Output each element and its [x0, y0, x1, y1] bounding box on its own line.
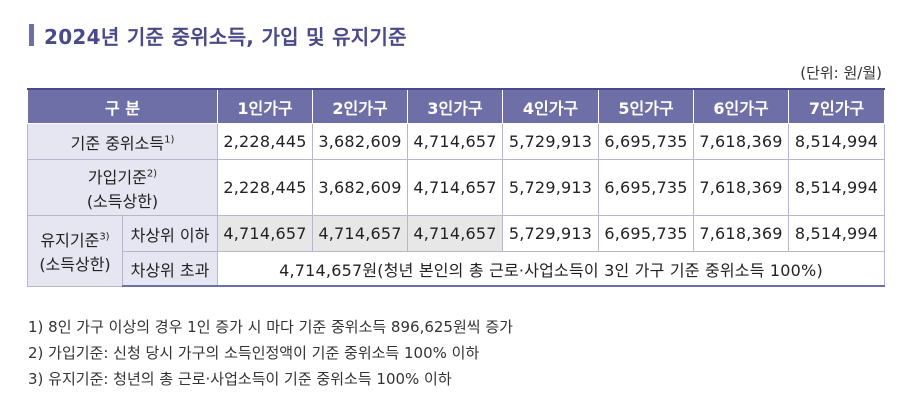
- cell-above-text: 4,714,657원(청년 본인의 총 근로·사업소득이 3인 가구 기준 중위…: [217, 251, 886, 287]
- row-label-median: 기준 중위소득1): [26, 123, 219, 160]
- table-header-row: 구 분 1인가구 2인가구 3인가구 4인가구 5인가구 6인가구 7인가구: [26, 88, 886, 124]
- cell-median-2: 3,682,609: [312, 123, 409, 160]
- cell-median-4: 5,729,913: [502, 123, 600, 160]
- cell-join-1: 2,228,445: [217, 159, 314, 216]
- header-col-6: 6인가구: [693, 88, 790, 124]
- cell-join-6: 7,618,369: [693, 159, 790, 216]
- row-label-maintain: 유지기준3) (소득상한): [27, 215, 123, 287]
- footnote-2: 2) 가입기준: 신청 당시 가구의 소득인정액이 기준 중위소득 100% 이…: [28, 344, 480, 362]
- sub-label-above: 차상위 초과: [121, 251, 219, 287]
- cell-median-6: 7,618,369: [693, 123, 790, 160]
- cell-below-6: 7,618,369: [693, 215, 790, 252]
- cell-below-2: 4,714,657: [312, 215, 409, 252]
- cell-join-7: 8,514,994: [788, 159, 886, 216]
- cell-median-1: 2,228,445: [217, 123, 314, 160]
- row-join-criteria: 가입기준2) (소득상한) 2,228,445 3,682,609 4,714,…: [26, 159, 886, 216]
- header-col-3: 3인가구: [407, 88, 504, 124]
- header-col-2: 2인가구: [312, 88, 409, 124]
- footnote-1: 1) 8인 가구 이상의 경우 1인 증가 시 마다 기준 중위소득 896,6…: [28, 318, 513, 336]
- cell-join-2: 3,682,609: [312, 159, 409, 216]
- cell-median-3: 4,714,657: [407, 123, 504, 160]
- cell-below-3: 4,714,657: [407, 215, 504, 252]
- header-category: 구 분: [26, 88, 219, 124]
- cell-join-3: 4,714,657: [407, 159, 504, 216]
- header-col-1: 1인가구: [217, 88, 314, 124]
- row-label-join: 가입기준2) (소득상한): [26, 159, 219, 216]
- row-median-income: 기준 중위소득1) 2,228,445 3,682,609 4,714,657 …: [26, 123, 886, 160]
- cell-median-5: 6,695,735: [598, 123, 695, 160]
- section-title: 2024년 기준 중위소득, 가입 및 유지기준: [29, 20, 407, 50]
- header-col-4: 4인가구: [502, 88, 600, 124]
- cell-below-5: 6,695,735: [598, 215, 695, 252]
- title-accent-bar: [29, 24, 34, 46]
- unit-label: (단위: 원/월): [800, 64, 882, 82]
- cell-below-7: 8,514,994: [788, 215, 886, 252]
- cell-join-5: 6,695,735: [598, 159, 695, 216]
- cell-join-4: 5,729,913: [502, 159, 600, 216]
- row-maintain-below: 유지기준3) (소득상한) 차상위 이하 4,714,657 4,714,657…: [27, 215, 886, 287]
- cell-below-4: 5,729,913: [502, 215, 600, 252]
- sub-label-below: 차상위 이하: [121, 215, 219, 252]
- cell-median-7: 8,514,994: [788, 123, 886, 160]
- footnotes: 1) 8인 가구 이상의 경우 1인 증가 시 마다 기준 중위소득 896,6…: [28, 314, 513, 392]
- title-text: 2024년 기준 중위소득, 가입 및 유지기준: [44, 24, 407, 49]
- income-table: 구 분 1인가구 2인가구 3인가구 4인가구 5인가구 6인가구 7인가구 기…: [26, 88, 886, 287]
- header-col-7: 7인가구: [788, 88, 886, 124]
- row-maintain-above: 차상위 초과 4,714,657원(청년 본인의 총 근로·사업소득이 3인 가…: [28, 251, 886, 287]
- footnote-3: 3) 유지기준: 청년의 총 근로·사업소득이 기준 중위소득 100% 이하: [28, 370, 452, 388]
- header-col-5: 5인가구: [598, 88, 695, 124]
- cell-below-1: 4,714,657: [217, 215, 314, 252]
